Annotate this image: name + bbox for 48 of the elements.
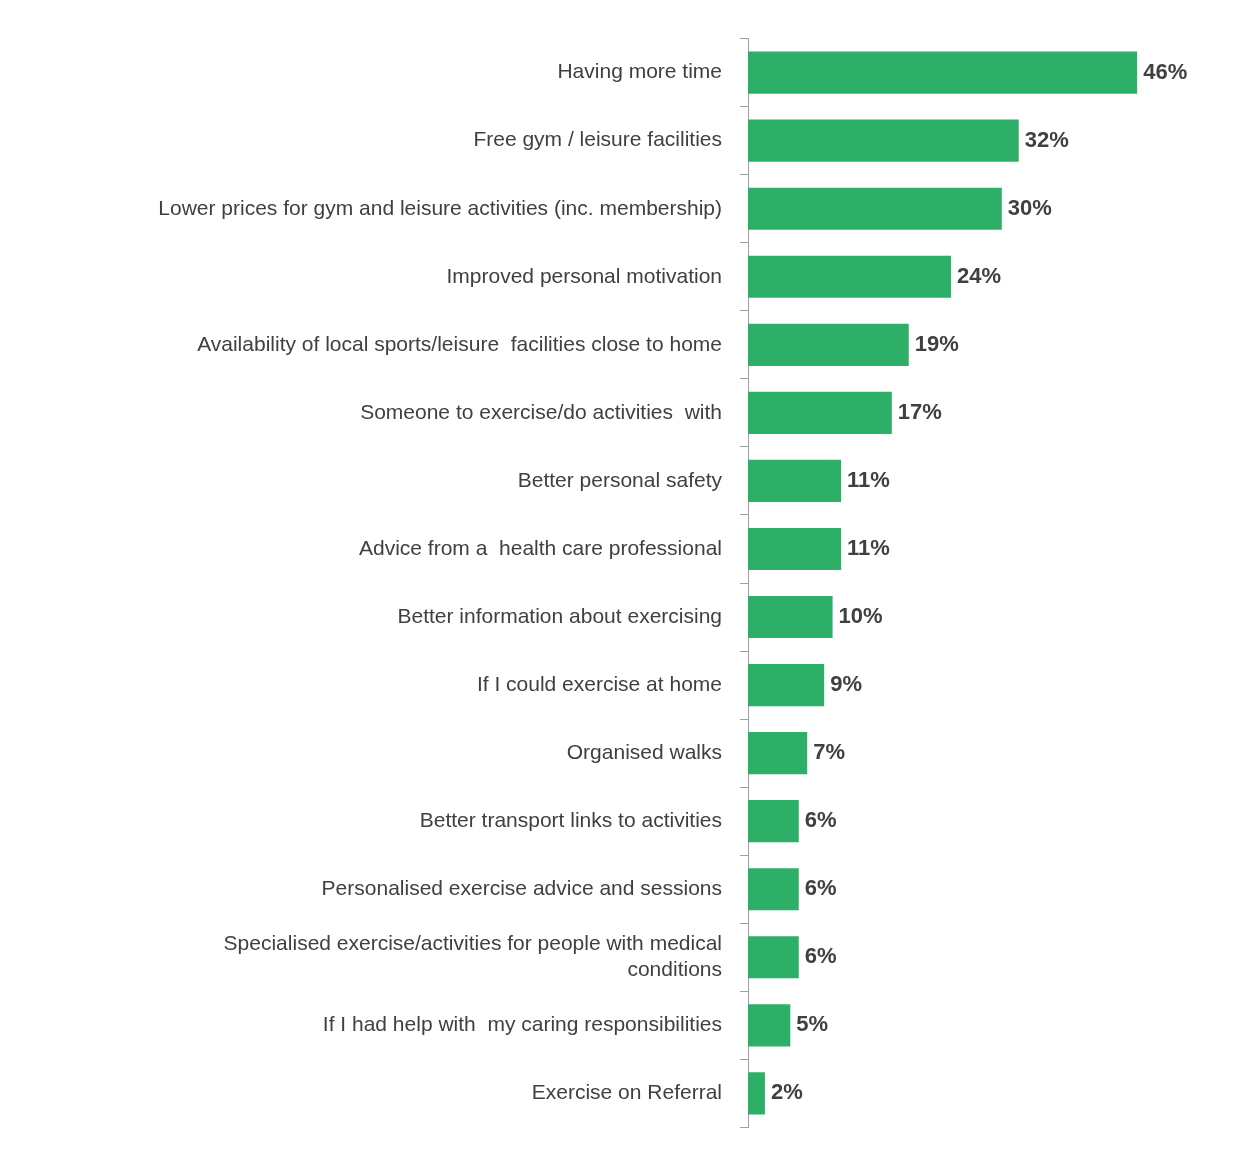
bar <box>748 51 1138 94</box>
bar <box>748 459 842 503</box>
data-label: 32% <box>1024 126 1069 152</box>
data-label: 11% <box>847 535 890 561</box>
bar <box>748 595 833 639</box>
bar <box>748 732 808 775</box>
y-tick-label: Advice from a health care professional <box>358 535 722 559</box>
bar <box>748 255 952 298</box>
y-tick-label: Specialised exercise/activities for people with medical conditions <box>223 931 722 980</box>
data-label: 24% <box>957 262 1002 288</box>
bar <box>748 187 1002 230</box>
y-tick-label: Availability of local sports/leisure facilities close to home <box>197 331 722 355</box>
data-label: 46% <box>1143 58 1188 84</box>
data-label: 2% <box>770 1079 803 1105</box>
data-label: 6% <box>804 943 837 969</box>
data-label: 6% <box>804 807 837 833</box>
bar <box>748 936 799 979</box>
y-tick-label: Better transport links to activities <box>419 807 722 831</box>
y-tick-label: Free gym / leisure facilities <box>473 127 722 151</box>
y-tick-label: Lower prices for gym and leisure activities (inc. membership) <box>158 195 722 219</box>
y-tick-label: Better personal safety <box>517 467 723 491</box>
y-tick-label: If I had help with my caring responsibilities <box>322 1012 722 1036</box>
data-label: 30% <box>1007 194 1052 220</box>
bar <box>748 323 909 366</box>
data-label: 10% <box>838 603 883 629</box>
bar <box>748 391 892 434</box>
bar <box>748 119 1019 162</box>
bar <box>748 800 799 843</box>
bar <box>748 527 842 571</box>
y-tick-label: Improved personal motivation <box>446 263 722 287</box>
y-tick-label: If I could exercise at home <box>476 671 722 695</box>
bar <box>748 1072 765 1115</box>
data-label: 11% <box>847 466 890 492</box>
data-label: 7% <box>813 739 846 765</box>
data-label: 5% <box>796 1011 829 1037</box>
data-label: 9% <box>830 671 862 697</box>
y-tick-label: Having more time <box>557 59 722 83</box>
bar <box>748 868 799 911</box>
y-tick-label: Exercise on Referral <box>531 1080 722 1104</box>
data-label: 17% <box>897 398 942 424</box>
bar <box>748 663 825 707</box>
data-label: 6% <box>804 875 837 901</box>
y-tick-label: Personalised exercise advice and sessions <box>321 876 722 900</box>
data-label: 19% <box>914 330 959 356</box>
y-tick-label: Organised walks <box>566 739 722 763</box>
bar <box>748 1004 791 1047</box>
y-tick-label: Someone to exercise/do activities with <box>360 399 722 423</box>
y-tick-label: Better information about exercising <box>397 603 722 627</box>
